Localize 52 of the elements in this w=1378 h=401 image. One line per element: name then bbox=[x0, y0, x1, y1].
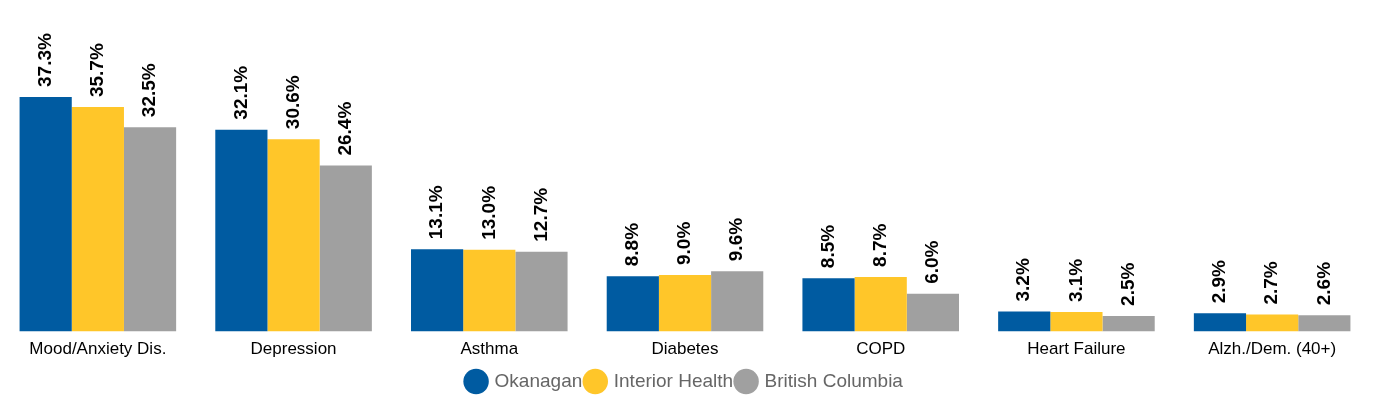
data-label: 12.7% bbox=[529, 187, 551, 242]
legend-label: British Columbia bbox=[764, 369, 904, 391]
data-label: 9.6% bbox=[725, 217, 747, 262]
legend-label: Interior Health bbox=[613, 369, 734, 391]
x-tick-label: Heart Failure bbox=[1027, 339, 1126, 359]
legend-label: Okanagan bbox=[494, 369, 583, 391]
bar bbox=[319, 165, 372, 332]
bar bbox=[998, 311, 1051, 332]
x-tick-label: Diabetes bbox=[651, 339, 719, 359]
bar bbox=[515, 251, 568, 332]
data-label: 2.9% bbox=[1208, 259, 1230, 304]
data-label: 8.7% bbox=[868, 223, 890, 267]
data-label: 2.7% bbox=[1260, 261, 1282, 305]
bar bbox=[802, 278, 855, 332]
bar bbox=[1193, 313, 1247, 332]
bar bbox=[606, 276, 659, 332]
bar bbox=[411, 249, 464, 332]
data-label: 2.6% bbox=[1312, 261, 1334, 306]
x-tick-label: Alzh./Dem. (40+) bbox=[1208, 339, 1337, 359]
bar bbox=[1050, 312, 1103, 332]
x-tick-label: Depression bbox=[250, 339, 337, 359]
bar bbox=[123, 127, 177, 332]
x-tick-label: Asthma bbox=[460, 339, 519, 359]
data-label: 30.6% bbox=[281, 75, 303, 130]
data-label: 32.5% bbox=[138, 63, 160, 118]
x-tick-label: COPD bbox=[856, 339, 906, 359]
x-tick-label: Mood/Anxiety Dis. bbox=[29, 339, 167, 359]
data-label: 8.5% bbox=[816, 224, 838, 269]
data-label: 9.0% bbox=[673, 221, 695, 265]
bar bbox=[463, 249, 516, 332]
data-label: 8.8% bbox=[621, 222, 643, 267]
data-label: 6.0% bbox=[921, 240, 943, 284]
data-label: 35.7% bbox=[86, 43, 108, 98]
bar bbox=[1102, 315, 1155, 332]
data-label: 37.3% bbox=[33, 33, 55, 87]
data-label: 26.4% bbox=[334, 101, 355, 156]
bar bbox=[71, 107, 124, 332]
bar bbox=[267, 139, 320, 332]
bar bbox=[1298, 315, 1351, 332]
bar bbox=[19, 96, 72, 332]
data-label: 3.1% bbox=[1064, 258, 1086, 303]
bar bbox=[658, 274, 712, 332]
data-label: 32.1% bbox=[229, 65, 251, 120]
data-label: 2.5% bbox=[1116, 262, 1138, 306]
bar bbox=[711, 271, 764, 332]
bar bbox=[854, 276, 907, 332]
data-label: 13.1% bbox=[425, 185, 447, 240]
data-label: 13.0% bbox=[477, 185, 499, 240]
data-label: 3.2% bbox=[1012, 258, 1034, 302]
bar bbox=[215, 129, 268, 332]
bar bbox=[1246, 314, 1299, 332]
bar bbox=[906, 293, 959, 332]
